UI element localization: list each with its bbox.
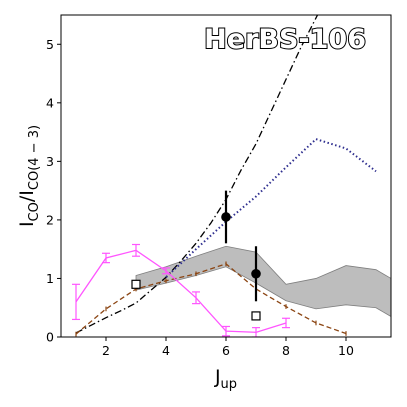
y-axis-label-den-sub: CO(4 − 3) xyxy=(27,125,42,190)
square-marker xyxy=(131,279,141,289)
x-tick-label: 2 xyxy=(102,343,110,358)
y-tick-label: 1 xyxy=(46,271,54,286)
series-line-dashed xyxy=(75,263,347,335)
y-tick-label: 3 xyxy=(46,154,54,169)
x-axis-label-sub: up xyxy=(221,377,238,392)
y-tick-label: 5 xyxy=(46,37,54,52)
y-axis-label-num-sub: CO xyxy=(27,202,42,221)
model-range-band xyxy=(135,245,391,317)
y-tick-label: 4 xyxy=(46,95,54,110)
x-tick-label: 8 xyxy=(282,343,290,358)
y-axis-label-den: I xyxy=(16,190,38,196)
axis-ticks: 2 4 6 8 10 0 1 2 3 4 5 xyxy=(46,37,354,358)
y-axis-label-num: I xyxy=(16,221,38,227)
y-axis-label-slash: / xyxy=(16,195,38,202)
detection-point xyxy=(251,268,261,279)
square-marker xyxy=(251,311,261,321)
y-tick-label: 0 xyxy=(46,330,54,345)
y-tick-label: 2 xyxy=(46,212,54,227)
panel-label: HerBS-106 xyxy=(204,24,366,55)
series-line-dashdot xyxy=(75,15,319,334)
plot-area xyxy=(72,15,391,337)
plot-content xyxy=(72,15,391,337)
x-axis-label: Jup xyxy=(214,366,237,392)
x-tick-label: 4 xyxy=(162,343,170,358)
x-axis-label-main: J xyxy=(214,366,221,388)
x-tick-label: 10 xyxy=(338,343,354,358)
series-line-solid xyxy=(75,249,287,333)
x-tick-label: 6 xyxy=(222,343,230,358)
detection-point xyxy=(221,212,231,222)
y-axis-label: ICO/ICO(4 − 3) xyxy=(16,125,42,227)
